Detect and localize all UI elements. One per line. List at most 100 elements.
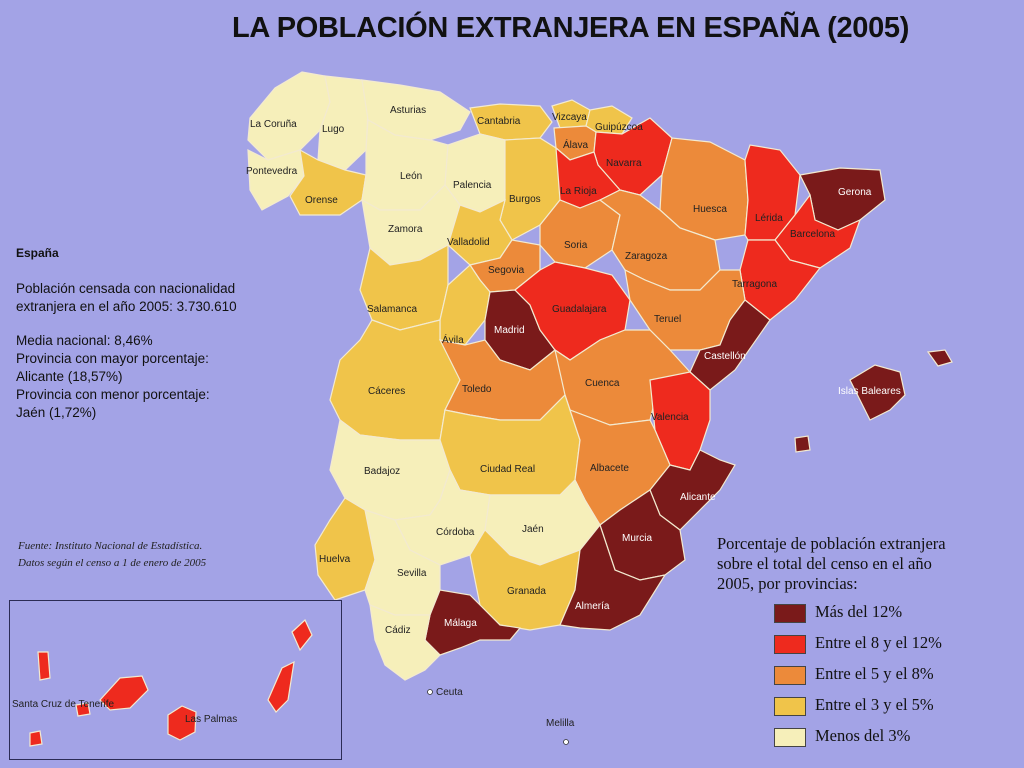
province-almeria [559,523,667,631]
province-santa-cruz-de-tenerife [37,651,51,681]
province-label-soria: Soria [564,240,588,251]
legend-swatch [774,666,806,685]
province-islas-baleares [926,349,953,367]
province-label-jaen: Jaén [522,524,544,535]
province-islas-baleares [849,364,906,421]
province-pontevedra [247,149,305,211]
city-marker-melilla [563,739,569,745]
canary-islands-inset [9,600,342,760]
province-label-santa-cruz-de-tenerife: Santa Cruz de Tenerife [12,699,115,710]
province-label-pontevedra: Pontevedra [246,166,298,177]
province-label-las-palmas: Las Palmas [185,714,237,725]
legend-label: Menos del 3% [815,726,911,745]
legend-title-line: 2005, por provincias: [717,574,858,593]
province-label-ciudad-real: Ciudad Real [480,464,535,475]
province-label-lugo: Lugo [322,124,345,135]
province-label-lerida: Lérida [755,213,783,224]
province-label-caceres: Cáceres [368,386,405,397]
province-label-cordoba: Córdoba [436,527,475,538]
province-regions [29,71,953,747]
province-label-guadalajara: Guadalajara [552,304,607,315]
stats-heading: España [16,246,59,260]
province-las-palmas [267,660,295,713]
province-label-valladolid: Valladolid [447,237,490,248]
stats-line: Provincia con mayor porcentaje: [16,351,209,366]
province-soria [539,199,621,269]
stats-line: Población censada con nacionalidad [16,281,236,296]
province-label-albacete: Albacete [590,463,629,474]
map-legend: Porcentaje de población extranjera sobre… [717,534,1017,755]
province-label-huesca: Huesca [693,204,727,215]
legend-label: Más del 12% [815,602,903,621]
province-label-la-coruna: La Coruña [250,119,297,130]
stats-line: Provincia con menor porcentaje: [16,387,210,402]
legend-label: Entre el 3 y el 5% [815,695,934,714]
source-line: Datos según el censo a 1 de enero de 200… [18,557,207,569]
province-label-vizcaya: Vizcaya [552,112,587,123]
province-santa-cruz-de-tenerife [75,702,91,717]
province-label-la-rioja: La Rioja [560,186,597,197]
province-las-palmas [167,705,197,741]
province-santa-cruz-de-tenerife [99,675,149,711]
province-label-madrid: Madrid [494,325,525,336]
province-orense [289,148,367,216]
province-label-malaga: Málaga [444,618,477,629]
legend-item: Entre el 3 y el 5% [717,693,1017,724]
province-label-alava: Álava [563,138,588,151]
province-label-murcia: Murcia [622,533,652,544]
province-cadiz [369,604,441,681]
legend-item: Más del 12% [717,600,1017,631]
spain-statistics: España Población censada con nacionalida… [16,244,316,422]
province-label-orense: Orense [305,195,338,206]
province-label-castellon: Castellón [704,351,746,362]
legend-label: Entre el 5 y el 8% [815,664,934,683]
province-label-sevilla: Sevilla [397,568,427,579]
source-line: Fuente: Instituto Nacional de Estadístic… [18,540,203,552]
stats-line: Jaén (1,72%) [16,405,97,420]
province-label-islas-baleares: Islas Baleares [838,386,901,397]
city-label-melilla: Melilla [546,718,575,729]
province-label-granada: Granada [507,586,546,597]
province-label-toledo: Toledo [462,384,492,395]
legend-item: Entre el 8 y el 12% [717,631,1017,662]
province-label-leon: León [400,171,422,182]
legend-swatch [774,697,806,716]
province-santa-cruz-de-tenerife [29,730,43,747]
stats-line: Media nacional: 8,46% [16,333,153,348]
legend-swatch [774,604,806,623]
province-label-alicante: Alicante [680,492,716,503]
stats-line: extranjera en el año 2005: 3.730.610 [16,299,237,314]
city-label-ceuta: Ceuta [436,687,463,698]
province-label-huelva: Huelva [319,554,351,565]
province-label-cadiz: Cádiz [385,625,411,636]
province-label-tarragona: Tarragona [732,279,777,290]
legend-title-line: Porcentaje de población extranjera [717,534,946,553]
province-la-coruna [247,71,331,161]
province-label-salamanca: Salamanca [367,304,417,315]
province-label-cantabria: Cantabria [477,116,521,127]
province-label-badajoz: Badajoz [364,466,400,477]
legend-item: Entre el 5 y el 8% [717,662,1017,693]
province-label-cuenca: Cuenca [585,378,620,389]
province-label-navarra: Navarra [606,158,642,169]
province-label-segovia: Segovia [488,265,525,276]
map-title: LA POBLACIÓN EXTRANJERA EN ESPAÑA (2005) [232,12,910,44]
legend-title-line: sobre el total del censo en el año [717,554,932,573]
province-label-teruel: Teruel [654,314,681,325]
province-label-gerona: Gerona [838,187,872,198]
source-note: Fuente: Instituto Nacional de Estadístic… [18,538,278,572]
province-las-palmas [291,619,313,652]
city-markers [427,689,569,745]
province-label-almeria: Almería [575,601,610,612]
province-label-barcelona: Barcelona [790,229,835,240]
province-label-asturias: Asturias [390,105,426,116]
province-labels: La Coruña Lugo Asturias Cantabria Vizcaya Gui… [12,105,901,729]
legend-items: Más del 12% Entre el 8 y el 12% Entre el 5… [717,600,1017,755]
legend-label: Entre el 8 y el 12% [815,633,942,652]
province-label-palencia: Palencia [453,180,492,191]
province-islas-baleares [794,435,811,453]
province-label-zamora: Zamora [388,224,423,235]
province-label-burgos: Burgos [509,194,541,205]
city-marker-ceuta [427,689,433,695]
